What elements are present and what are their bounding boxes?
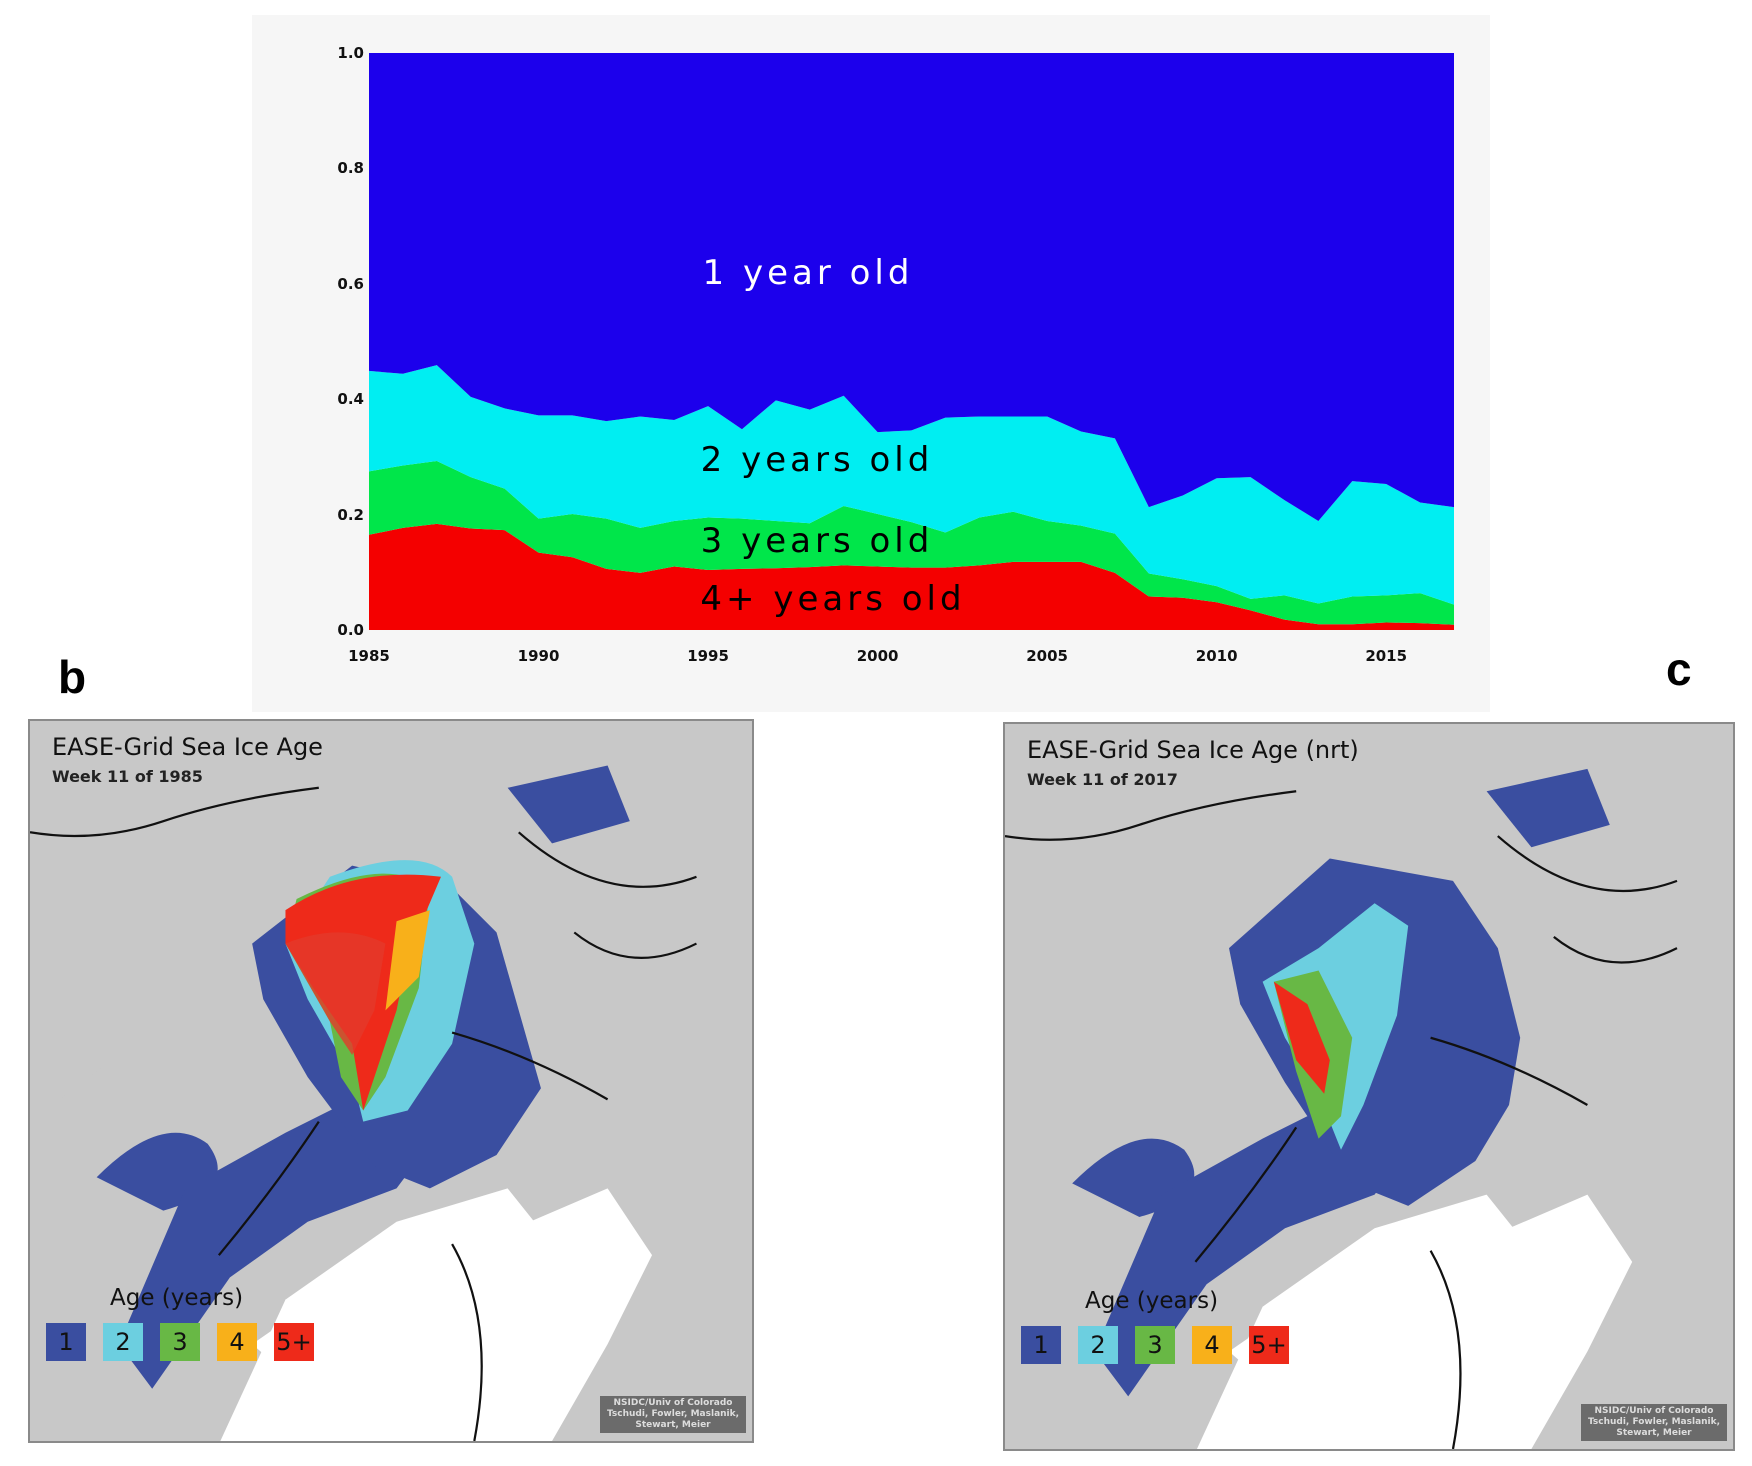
credit-line: Tschudi, Fowler, Maslanik, <box>1587 1417 1721 1427</box>
credit-line: Stewart, Meier <box>635 1420 711 1430</box>
label-2-years-old: 2 years old <box>700 440 934 480</box>
map-1985: EASE-Grid Sea Ice Age Week 11 of 1985 Ag… <box>28 719 754 1443</box>
x-tick-label: 2000 <box>856 647 899 665</box>
chart-svg <box>369 53 1454 630</box>
y-tick-label: 0.2 <box>337 505 364 524</box>
y-tick-label: 0.0 <box>337 621 364 639</box>
panel-label-b: b <box>58 651 87 703</box>
credit-line: Stewart, Meier <box>1616 1428 1692 1438</box>
label-4plus-years-old: 4+ years old <box>700 579 966 619</box>
x-tick-label: 2010 <box>1195 647 1238 665</box>
y-tick-label: 0.6 <box>337 274 364 293</box>
x-tick-label: 1985 <box>348 647 390 665</box>
panel-label-c: c <box>1666 643 1692 695</box>
legend-swatch-2: 2 <box>1078 1326 1118 1364</box>
map-subtitle: Week 11 of 1985 <box>52 767 203 786</box>
credit-box: NSIDC/Univ of Colorado Tschudi, Fowler, … <box>1581 1404 1727 1441</box>
arctic-map-2017 <box>1005 768 1678 1449</box>
legend-swatch-5plus: 5+ <box>274 1323 314 1361</box>
legend-title: Age (years) <box>110 1285 244 1311</box>
area-4-years-old <box>369 523 1454 630</box>
map-2017: EASE-Grid Sea Ice Age (nrt) Week 11 of 2… <box>1003 722 1735 1451</box>
legend-swatch-2: 2 <box>103 1323 143 1361</box>
x-tick-label: 2005 <box>1026 647 1068 665</box>
legend-swatch-3: 3 <box>1135 1326 1175 1364</box>
legend-swatch-4: 4 <box>1192 1326 1232 1364</box>
legend-swatch-1: 1 <box>46 1323 86 1361</box>
label-1-year-old: 1 year old <box>702 253 914 293</box>
credit-box: NSIDC/Univ of Colorado Tschudi, Fowler, … <box>600 1396 746 1433</box>
x-tick-label: 1995 <box>687 647 729 665</box>
x-tick-label: 1990 <box>517 647 560 665</box>
label-3-years-old: 3 years old <box>700 521 934 561</box>
area-3-years-old <box>369 460 1454 625</box>
map-title: EASE-Grid Sea Ice Age <box>52 733 323 761</box>
map-subtitle: Week 11 of 2017 <box>1027 770 1178 789</box>
y-tick-label: 0.4 <box>337 390 364 409</box>
legend-swatch-5plus: 5+ <box>1249 1326 1289 1364</box>
legend-title: Age (years) <box>1085 1288 1219 1314</box>
age-legend: 1 2 3 4 5+ <box>46 1323 314 1361</box>
credit-line: Tschudi, Fowler, Maslanik, <box>606 1409 740 1419</box>
legend-swatch-3: 3 <box>160 1323 200 1361</box>
legend-swatch-4: 4 <box>217 1323 257 1361</box>
legend-swatch-1: 1 <box>1021 1326 1061 1364</box>
arctic-map-1985 <box>30 721 752 1441</box>
y-tick-label: 1.0 <box>337 44 364 62</box>
area-2-years-old <box>369 365 1454 605</box>
y-tick-label: 0.8 <box>337 159 364 178</box>
x-tick-label: 2015 <box>1365 647 1408 665</box>
area-1-year-old <box>369 53 1454 521</box>
age-legend: 1 2 3 4 5+ <box>1021 1326 1289 1364</box>
credit-line: NSIDC/Univ of Colorado <box>1594 1406 1714 1416</box>
stacked-area-chart <box>369 53 1454 630</box>
map-title: EASE-Grid Sea Ice Age (nrt) <box>1027 736 1359 764</box>
credit-line: NSIDC/Univ of Colorado <box>613 1398 733 1408</box>
